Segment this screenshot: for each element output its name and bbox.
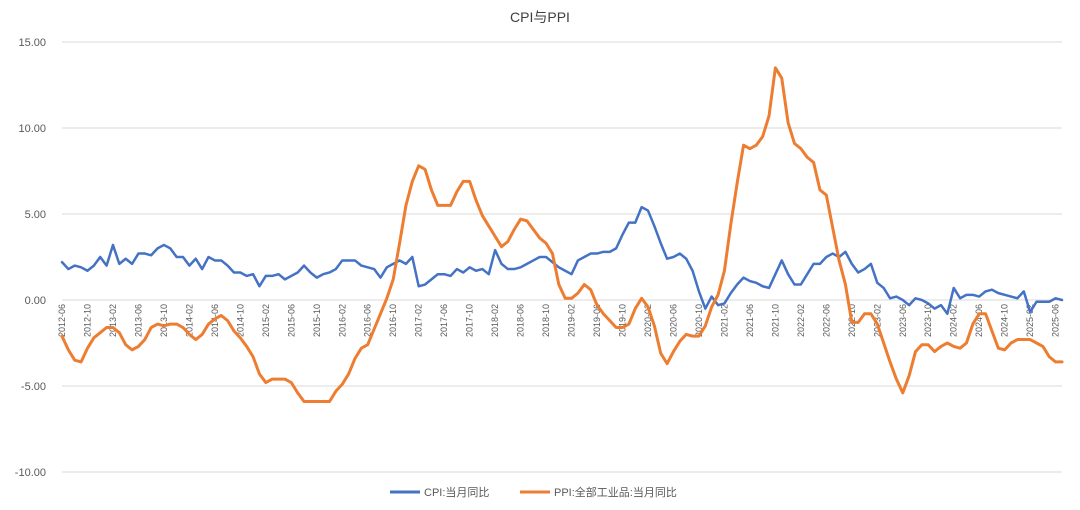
x-tick-label: 2017-02: [414, 304, 424, 337]
legend-label: PPI:全部工业品:当月同比: [554, 485, 677, 499]
x-tick-label: 2016-02: [337, 304, 347, 337]
y-tick-label: 15.00: [18, 37, 46, 49]
x-tick-label: 2012-06: [57, 304, 67, 337]
cpi-series-line: [60, 205, 1064, 316]
x-tick-label: 2016-06: [363, 304, 373, 337]
x-tick-label: 2024-06: [974, 304, 984, 337]
x-tick-label: 2023-06: [898, 304, 908, 337]
x-tick-label: 2020-02: [643, 304, 653, 337]
x-tick-label: 2021-02: [719, 304, 729, 337]
x-tick-label: 2024-02: [949, 304, 959, 337]
x-tick-label: 2019-06: [592, 304, 602, 337]
x-tick-label: 2018-10: [541, 304, 551, 337]
x-tick-label: 2020-06: [668, 304, 678, 337]
x-tick-label: 2025-06: [1051, 304, 1061, 337]
x-tick-label: 2023-10: [923, 304, 933, 337]
x-tick-label: 2016-10: [388, 304, 398, 337]
legend: CPI:当月同比 PPI:全部工业品:当月同比: [390, 485, 677, 499]
x-tick-label: 2021-06: [745, 304, 755, 337]
x-tick-label: 2018-02: [490, 304, 500, 337]
chart-title: CPI与PPI: [510, 9, 570, 25]
x-tick-label: 2025-02: [1025, 304, 1035, 337]
y-tick-label: 10.00: [18, 123, 46, 135]
y-tick-label: 5.00: [25, 209, 46, 221]
y-tick-label: -5.00: [21, 381, 46, 393]
x-tick-label: 2019-02: [567, 304, 577, 337]
legend-label: CPI:当月同比: [424, 485, 489, 499]
x-tick-label: 2013-02: [108, 304, 118, 337]
x-tick-label: 2017-10: [465, 304, 475, 337]
x-tick-label: 2018-06: [516, 304, 526, 337]
x-tick-label: 2023-02: [872, 304, 882, 337]
x-tick-label: 2020-10: [694, 304, 704, 337]
ppi-series-line: [60, 66, 1064, 403]
x-tick-label: 2013-06: [133, 304, 143, 337]
x-tick-label: 2014-10: [235, 304, 245, 337]
x-tick-label: 2015-10: [312, 304, 322, 337]
x-tick-label: 2019-10: [618, 304, 628, 337]
series-lines: [60, 66, 1064, 403]
x-tick-label: 2021-10: [770, 304, 780, 337]
y-axis-ticks: -10.00 -5.00 0.00 5.00 10.00 15.00: [15, 37, 46, 479]
x-tick-label: 2015-06: [286, 304, 296, 337]
x-tick-label: 2022-06: [821, 304, 831, 337]
x-tick-label: 2012-10: [82, 304, 92, 337]
y-tick-label: -10.00: [15, 467, 46, 479]
x-tick-label: 2024-10: [1000, 304, 1010, 337]
x-tick-label: 2014-02: [184, 304, 194, 337]
x-tick-label: 2017-06: [439, 304, 449, 337]
x-tick-label: 2015-02: [261, 304, 271, 337]
gridlines: [62, 41, 1062, 473]
x-tick-label: 2022-02: [796, 304, 806, 337]
x-tick-label: 2013-10: [159, 304, 169, 337]
x-axis-ticks: 2012-06 2012-10 2013-02 2013-06 2013-10 2014-…: [57, 304, 1061, 337]
y-tick-label: 0.00: [25, 295, 46, 307]
